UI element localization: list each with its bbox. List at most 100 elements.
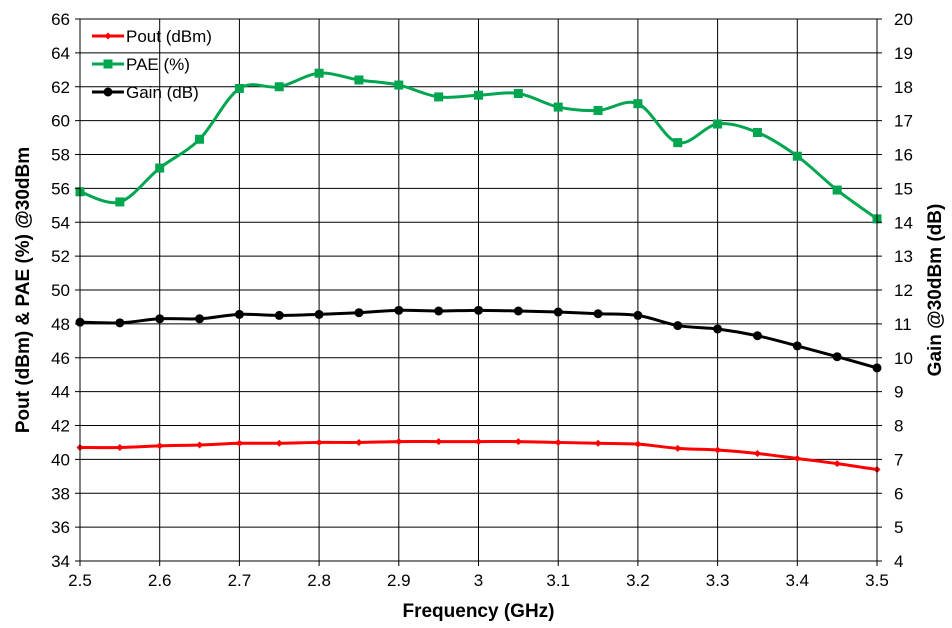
data-point-pout-dbm — [793, 455, 801, 463]
left-y-tick-label: 44 — [51, 383, 70, 402]
left-y-tick-label: 36 — [51, 518, 70, 537]
data-point-pae — [513, 89, 523, 99]
data-point-gain-db — [553, 307, 563, 317]
data-point-pout-dbm — [753, 449, 761, 457]
right-y-tick-label: 8 — [894, 417, 903, 436]
x-tick-label: 2.7 — [228, 571, 252, 590]
left-y-tick-label: 60 — [51, 112, 70, 131]
data-point-gain-db — [474, 305, 483, 315]
data-point-pout-dbm — [435, 438, 443, 446]
x-tick-label: 2.9 — [387, 571, 411, 590]
left-y-tick-label: 58 — [51, 146, 70, 165]
data-point-gain-db — [155, 314, 165, 324]
data-point-pae — [434, 92, 444, 102]
left-y-tick-label: 52 — [51, 247, 70, 266]
data-point-pae — [474, 90, 483, 100]
right-y-axis-ticks: 4 5 6 7 8 9 10 11 12 13 14 15 16 17 18 19 20 — [877, 10, 913, 571]
data-point-pae — [792, 151, 802, 161]
data-point-gain-db — [354, 308, 364, 318]
legend-swatch-marker-pout-dbm — [104, 32, 112, 40]
data-point-gain-db — [832, 352, 842, 362]
data-point-pae — [274, 82, 284, 92]
right-y-tick-label: 19 — [894, 44, 913, 63]
x-axis-ticks: 2.5 2.6 2.7 2.8 2.9 3 3.1 3.2 3.3 3.4 3.5 — [68, 561, 889, 590]
data-point-gain-db — [274, 310, 284, 320]
legend-label-pae: PAE (%) — [126, 55, 190, 74]
data-point-pout-dbm — [634, 440, 642, 448]
data-point-gain-db — [314, 309, 324, 319]
x-tick-label: 3.2 — [626, 571, 650, 590]
data-point-gain-db — [513, 306, 523, 316]
legend-swatch-marker-pae — [103, 59, 113, 69]
data-point-pout-dbm — [514, 438, 522, 446]
data-point-gain-db — [633, 310, 643, 320]
right-y-tick-label: 5 — [894, 518, 903, 537]
data-point-pae — [354, 75, 364, 85]
data-point-pae — [832, 185, 842, 195]
left-y-tick-label: 34 — [51, 552, 70, 571]
data-point-pae — [593, 105, 603, 115]
data-point-gain-db — [434, 306, 444, 316]
right-y-tick-label: 17 — [894, 112, 913, 131]
data-point-pae — [195, 134, 205, 144]
right-y-tick-label: 20 — [894, 10, 913, 29]
right-y-tick-label: 13 — [894, 247, 913, 266]
series-markers — [75, 68, 882, 474]
right-y-tick-label: 11 — [894, 315, 912, 334]
x-axis-title: Frequency (GHz) — [402, 601, 554, 622]
data-point-gain-db — [673, 321, 683, 331]
right-y-tick-label: 16 — [894, 146, 913, 165]
data-point-pout-dbm — [833, 460, 841, 468]
x-tick-label: 3.4 — [785, 571, 809, 590]
legend-label-pout-dbm: Pout (dBm) — [126, 27, 212, 46]
right-y-tick-label: 10 — [894, 349, 913, 368]
right-y-tick-label: 18 — [894, 78, 913, 97]
left-y-tick-label: 56 — [51, 179, 70, 198]
data-point-gain-db — [713, 324, 723, 334]
data-point-pae — [633, 99, 643, 109]
left-y-tick-label: 48 — [51, 315, 70, 334]
left-y-tick-label: 66 — [51, 10, 70, 29]
right-y-tick-label: 4 — [894, 552, 903, 571]
data-point-pae — [115, 197, 125, 207]
x-tick-label: 3.1 — [546, 571, 570, 590]
data-point-pout-dbm — [116, 444, 124, 452]
left-y-tick-label: 38 — [51, 484, 70, 503]
data-point-gain-db — [593, 309, 603, 319]
data-point-pae — [553, 102, 563, 112]
data-point-pout-dbm — [275, 439, 283, 447]
left-y-tick-label: 64 — [51, 44, 70, 63]
data-point-pout-dbm — [674, 444, 682, 452]
x-tick-label: 3.5 — [865, 571, 889, 590]
data-point-pae — [155, 163, 165, 173]
x-tick-label: 3.3 — [706, 571, 730, 590]
data-point-pout-dbm — [315, 438, 323, 446]
data-point-pae — [314, 68, 324, 78]
right-y-tick-label: 7 — [894, 450, 903, 469]
left-y-tick-label: 40 — [51, 450, 70, 469]
data-point-pout-dbm — [355, 438, 363, 446]
legend-swatch-marker-gain-db — [103, 87, 113, 97]
data-point-gain-db — [752, 331, 762, 341]
data-point-pae — [673, 138, 683, 148]
data-point-pout-dbm — [594, 439, 602, 447]
left-y-tick-label: 50 — [51, 281, 70, 300]
data-point-pout-dbm — [196, 441, 204, 449]
data-point-pout-dbm — [395, 438, 403, 446]
legend: Pout (dBm) PAE (%) Gain (dB) — [92, 27, 212, 102]
right-y-tick-label: 6 — [894, 484, 903, 503]
right-y-tick-label: 12 — [894, 281, 913, 300]
right-y-axis-title: Gain @30dBm (dB) — [925, 204, 946, 377]
x-tick-label: 2.8 — [307, 571, 331, 590]
data-point-gain-db — [792, 341, 802, 351]
x-tick-label: 3 — [474, 571, 483, 590]
data-point-pout-dbm — [554, 438, 562, 446]
right-y-tick-label: 15 — [894, 179, 913, 198]
x-tick-label: 2.6 — [148, 571, 172, 590]
data-point-gain-db — [234, 309, 244, 319]
right-y-tick-label: 14 — [894, 213, 913, 232]
data-point-pae — [713, 119, 723, 129]
legend-label-gain-db: Gain (dB) — [126, 83, 199, 102]
left-y-tick-label: 54 — [51, 213, 70, 232]
